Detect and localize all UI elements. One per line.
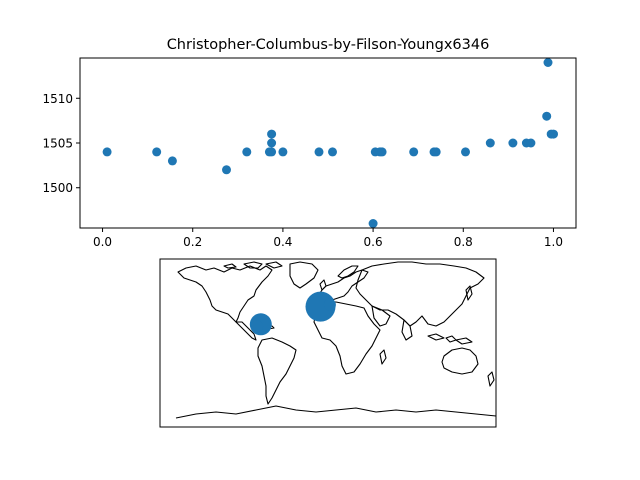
y-tick-label: 1500 — [42, 181, 73, 195]
scatter-point — [102, 147, 112, 157]
y-tick-label: 1510 — [42, 92, 73, 106]
madagascar-coastline — [379, 349, 387, 365]
x-tick-label: 0.6 — [364, 235, 383, 249]
map-bubbles — [249, 291, 336, 336]
x-tick-label: 1.0 — [544, 235, 563, 249]
scatter-frame — [79, 57, 577, 229]
arabia-india-coastline — [371, 305, 413, 341]
x-axis-ticks: 0.0 0.2 0.4 0.6 0.8 1.0 — [93, 228, 563, 249]
x-tick-label: 0.2 — [183, 235, 202, 249]
south-america-coastline — [257, 337, 297, 405]
australia-coastline — [441, 347, 479, 375]
map-bubble — [323, 298, 336, 311]
scatter-point — [222, 165, 231, 175]
scatter-point — [267, 129, 277, 139]
scatter-point — [409, 147, 419, 157]
central-america-coastline — [235, 321, 257, 341]
indonesia-coastline — [427, 333, 473, 345]
scandinavia-coastline — [337, 265, 359, 279]
scatter-point — [242, 147, 252, 157]
scatter-point — [485, 138, 495, 148]
x-tick-label: 0.4 — [273, 235, 292, 249]
greenland-coastline — [289, 261, 319, 289]
arctic-islands-coastline — [223, 261, 283, 269]
scatter-point — [267, 138, 277, 148]
scatter-axes: Christopher-Columbus-by-Filson-Youngx634… — [42, 37, 577, 249]
map-bubble — [251, 320, 264, 333]
scatter-point — [278, 147, 288, 157]
scatter-point — [328, 147, 337, 157]
new-zealand-coastline — [487, 371, 495, 387]
scatter-point — [508, 138, 518, 148]
scatter-point — [543, 58, 553, 67]
scatter-point — [368, 219, 378, 228]
japan-coastline — [465, 285, 473, 301]
africa-coastline — [313, 301, 381, 375]
scatter-point — [314, 147, 324, 157]
north-america-coastline — [177, 265, 273, 323]
scatter-point — [526, 138, 536, 148]
scatter-point — [377, 147, 387, 157]
x-tick-label: 0.0 — [93, 235, 112, 249]
antarctica-coastline — [175, 405, 497, 419]
scatter-point — [542, 111, 552, 121]
scatter-point — [152, 147, 162, 157]
scatter-point — [549, 129, 558, 139]
x-tick-label: 0.8 — [454, 235, 473, 249]
scatter-point — [267, 147, 277, 157]
y-axis-ticks: 1500 1505 1510 — [42, 92, 80, 195]
british-isles-coastline — [319, 279, 327, 291]
scatter-point — [167, 156, 177, 166]
y-tick-label: 1505 — [42, 137, 73, 151]
scatter-points — [102, 58, 558, 228]
scatter-point — [431, 147, 441, 157]
map-axes — [159, 258, 497, 428]
chart-title: Christopher-Columbus-by-Filson-Youngx634… — [167, 37, 490, 53]
scatter-point — [461, 147, 470, 157]
map-frame — [159, 258, 497, 428]
